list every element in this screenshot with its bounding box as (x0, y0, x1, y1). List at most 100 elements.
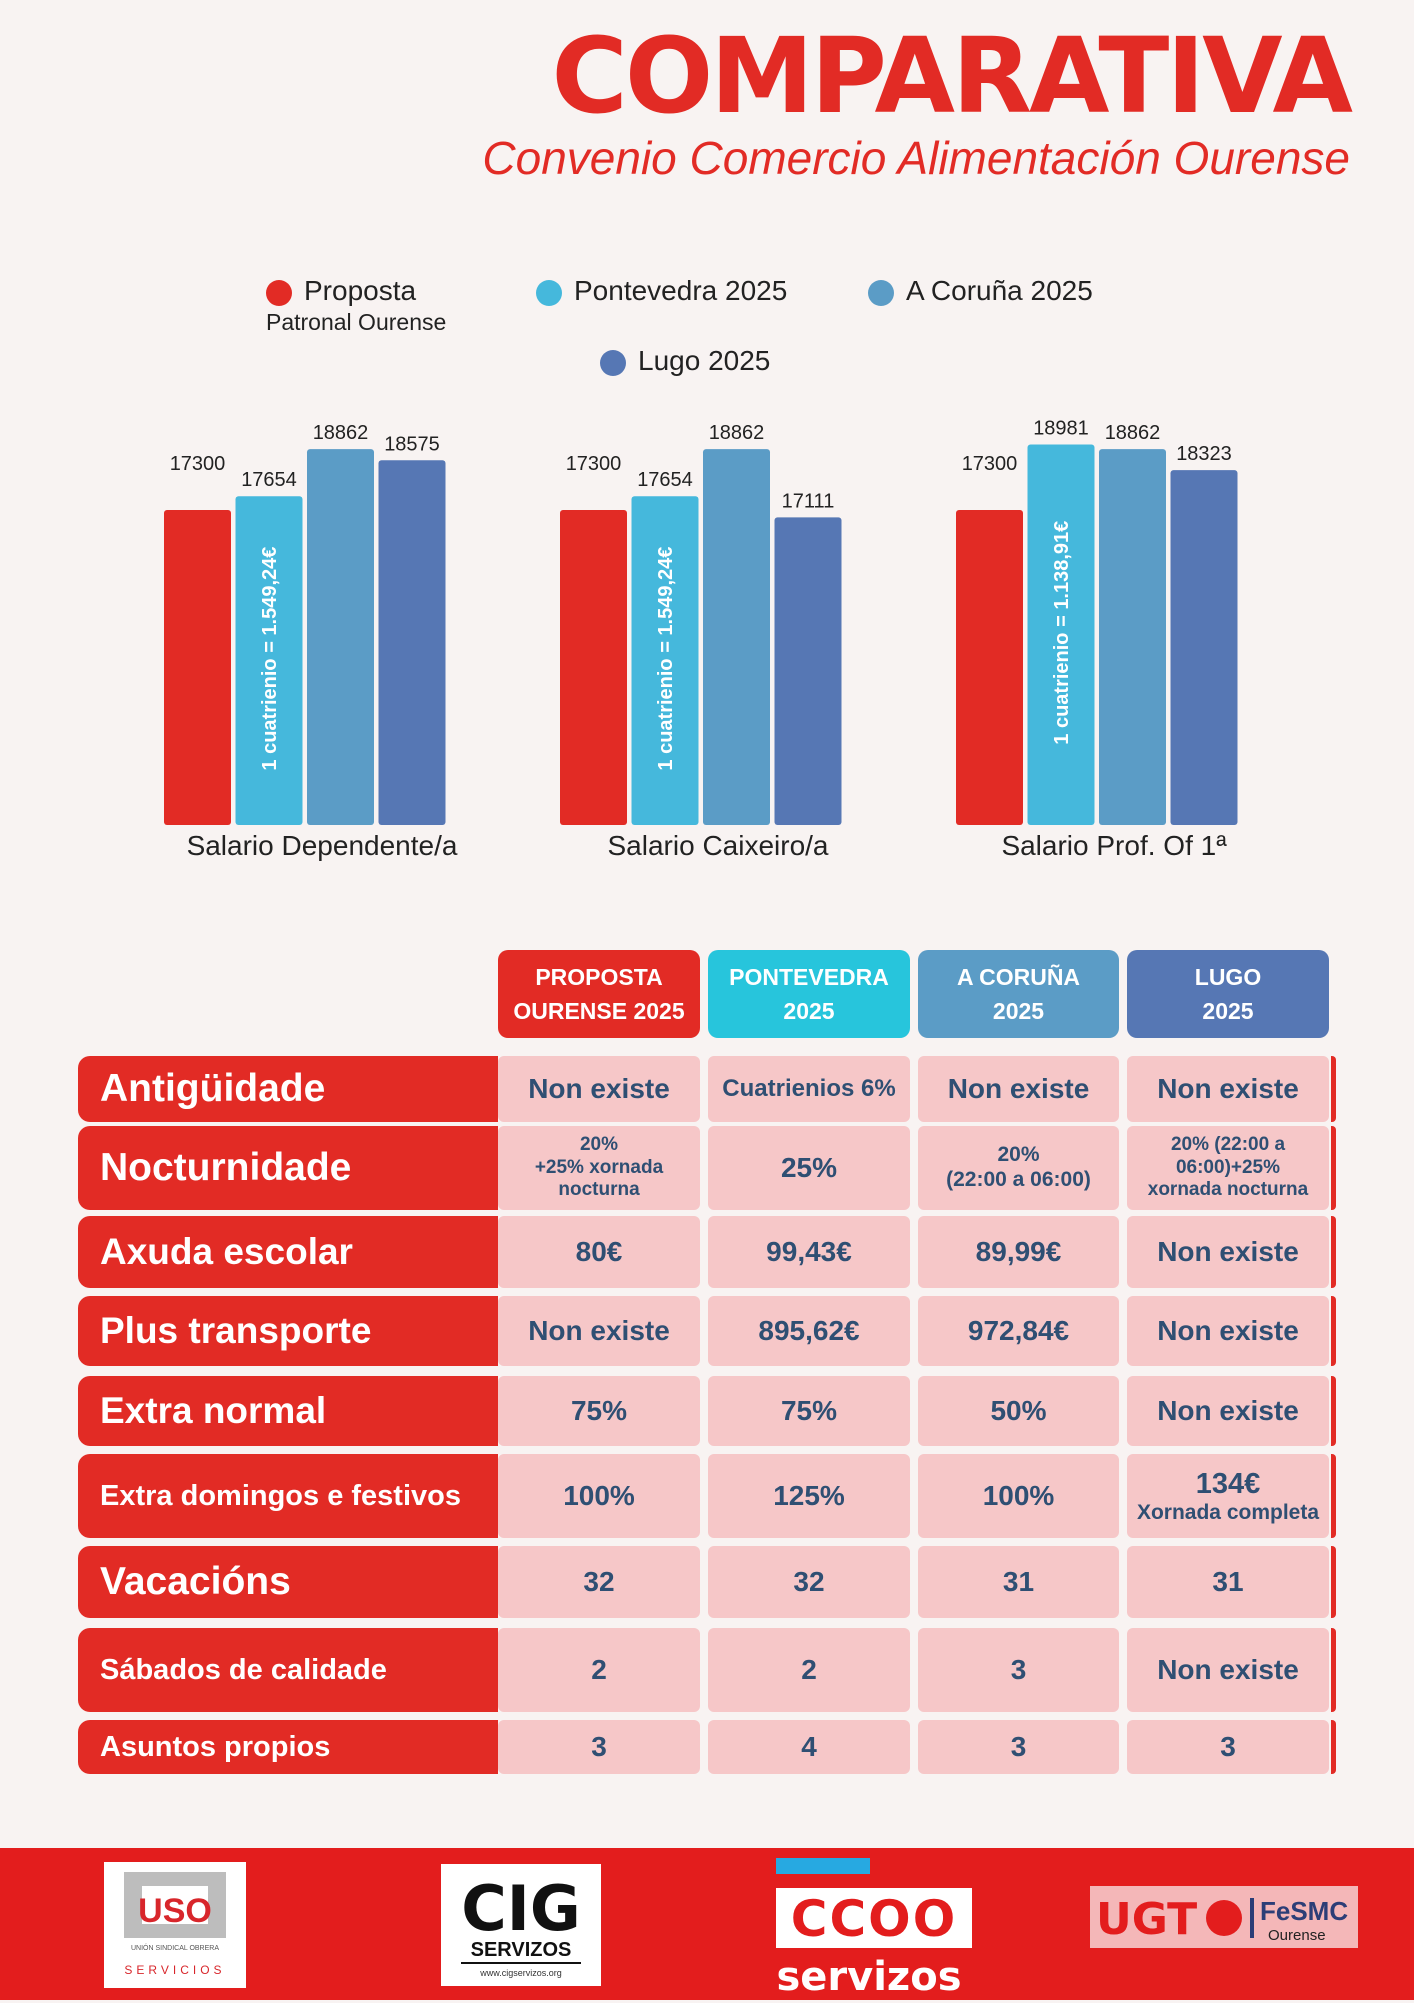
bar-value-label: 18575 (384, 433, 440, 455)
ccoo-logo: CCOO servizos (774, 1858, 974, 2000)
row-end-border (1331, 1628, 1336, 1712)
cell-text: 895,62€ (758, 1315, 860, 1347)
table-cell: 100% (498, 1454, 700, 1538)
cell-text: 89,99€ (975, 1236, 1062, 1268)
uso-logo: USO UNIÓN SINDICAL OBRERA SERVICIOS (104, 1862, 246, 1988)
table-cell: Non existe (918, 1056, 1119, 1122)
bar-value-label: 17300 (566, 453, 622, 475)
cell-text: 25% (780, 1152, 838, 1184)
table-cell: 50% (918, 1376, 1119, 1446)
table-cell: 89,99€ (918, 1216, 1119, 1288)
cell-text: Non existe (1157, 1073, 1299, 1105)
cell-text: Non existe (528, 1315, 670, 1347)
cell-text: 75% (780, 1395, 838, 1427)
table-cell: Non existe (498, 1056, 700, 1122)
table-cell: 75% (498, 1376, 700, 1446)
svg-text:FeSMC: FeSMC (1260, 1896, 1348, 1926)
table-cell: Non existe (1127, 1296, 1329, 1366)
cell-text: 100% (982, 1480, 1055, 1512)
bar-annotation: 1 cuatrienio = 1.138,91€ (1051, 521, 1073, 745)
table-cell: 3 (918, 1628, 1119, 1712)
row-label: Antigüidade (78, 1056, 498, 1122)
chart-svg: 17300 18981 1 cuatrienio = 1.138,91€ 18862 1… (956, 417, 1238, 825)
bar-value-label: 18862 (1105, 422, 1161, 444)
cell-text: 2 (801, 1654, 817, 1686)
bar-value-label: 17300 (170, 453, 226, 475)
cell-text: nocturna (558, 1179, 640, 1201)
row-label: Sábados de calidade (78, 1628, 498, 1712)
cell-text: 75% (570, 1395, 628, 1427)
table-cell: 134€ Xornada completa (1127, 1454, 1329, 1538)
svg-text:CIG: CIG (461, 1872, 580, 1945)
table-cell: 895,62€ (708, 1296, 910, 1366)
chart-caption: Salario Dependente/a (186, 830, 458, 861)
row-label: Vacacións (78, 1546, 498, 1618)
bar (774, 517, 842, 825)
legend-label-a-coruna: A Coruña 2025 (906, 275, 1093, 306)
bar-annotation: 1 cuatrienio = 1.549,24€ (655, 547, 677, 771)
column-header-line: PONTEVEDRA (729, 964, 889, 990)
legend-dot-pontevedra (536, 280, 562, 306)
table-cell: Non existe (1127, 1628, 1329, 1712)
cig-logo: CIG SERVIZOS www.cigservizos.org (441, 1864, 601, 1986)
bar (703, 449, 770, 825)
chart-salario-prof: 17300 18981 1 cuatrienio = 1.138,91€ 18862 1… (956, 400, 1276, 880)
legend-label-proposta: Proposta (304, 275, 417, 306)
bar (1170, 470, 1238, 825)
table-cell: 20% (22:00 a 06:00)+25% xornada nocturna (1127, 1126, 1329, 1210)
cell-text: Non existe (1157, 1236, 1299, 1268)
table-cell: 3 (498, 1720, 700, 1774)
footer: USO UNIÓN SINDICAL OBRERA SERVICIOS CIG … (0, 1848, 1414, 2000)
table-cell: 20% (22:00 a 06:00) (918, 1126, 1119, 1210)
bar-annotation: 1 cuatrienio = 1.549,24€ (259, 547, 281, 771)
column-header-line: OURENSE 2025 (513, 998, 685, 1024)
svg-text:UGT: UGT (1096, 1894, 1197, 1945)
bar (631, 496, 699, 825)
svg-text:SERVICIOS: SERVICIOS (124, 1963, 225, 1977)
svg-text:CCOO: CCOO (791, 1890, 957, 1948)
table-cell: 32 (708, 1546, 910, 1618)
cell-text: 134€ (1195, 1467, 1261, 1500)
header: COMPARATIVA Convenio Comercio Alimentaci… (482, 15, 1353, 185)
legend-sublabel-proposta: Patronal Ourense (266, 309, 447, 335)
legend-item-pontevedra: Pontevedra 2025 (536, 274, 787, 308)
legend-label-pontevedra: Pontevedra 2025 (574, 275, 788, 306)
column-header-a-coruna: A CORUÑA 2025 (918, 950, 1119, 1038)
chart-salario-dependente: 17300 17654 1 cuatrienio = 1.549,24€ 18862 1… (164, 400, 484, 880)
cell-text: 2 (591, 1654, 607, 1686)
row-end-border (1331, 1126, 1336, 1210)
table-cell: 2 (498, 1628, 700, 1712)
cell-text: 100% (563, 1480, 635, 1512)
ugt-logo: UGT FeSMC Ourense (1090, 1886, 1358, 1948)
cell-text: 4 (801, 1731, 817, 1763)
table-cell: 4 (708, 1720, 910, 1774)
bar-value-label: 17654 (241, 469, 297, 491)
table-cell: 31 (918, 1546, 1119, 1618)
row-end-border (1331, 1454, 1336, 1538)
column-header-line: 2025 (992, 998, 1045, 1024)
svg-text:www.cigservizos.org: www.cigservizos.org (479, 1968, 562, 1978)
bar-value-label: 17654 (637, 469, 693, 491)
legend-item-proposta: Proposta Patronal Ourense (266, 274, 446, 336)
page-title: COMPARATIVA (551, 15, 1353, 137)
chart-svg: 17300 17654 1 cuatrienio = 1.549,24€ 18862 1… (560, 422, 842, 825)
cell-text: Non existe (947, 1073, 1090, 1105)
row-end-border (1331, 1376, 1336, 1446)
cell-text: Non existe (1157, 1654, 1299, 1686)
legend-dot-lugo (600, 350, 626, 376)
bar (956, 510, 1023, 825)
cell-text: +25% xornada (534, 1156, 664, 1178)
cell-text: 31 (1212, 1566, 1244, 1598)
legend-item-lugo: Lugo 2025 (600, 344, 770, 378)
table-cell: 3 (1127, 1720, 1329, 1774)
chart-caption: Salario Prof. Of 1ª (1001, 830, 1227, 861)
chart-svg: 17300 17654 1 cuatrienio = 1.549,24€ 18862 1… (164, 422, 446, 825)
page-subtitle: Convenio Comercio Alimentación Ourense (482, 132, 1350, 185)
bar (307, 449, 374, 825)
column-header-line: A CORUÑA (956, 964, 1081, 990)
cell-text: 20% (997, 1143, 1040, 1167)
table-cell: 31 (1127, 1546, 1329, 1618)
table-cell: Non existe (498, 1296, 700, 1366)
cell-text: 3 (1220, 1731, 1236, 1763)
cell-text: 20% (579, 1134, 619, 1156)
